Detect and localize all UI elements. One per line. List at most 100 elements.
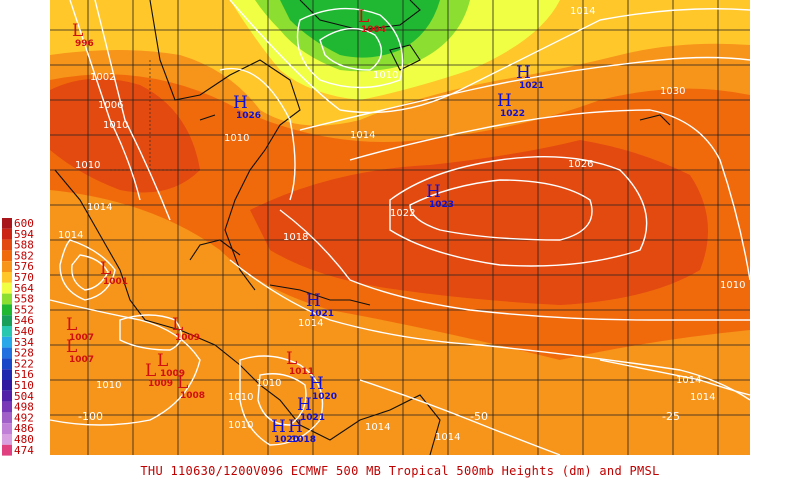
pressure-center-value: 1011: [289, 367, 314, 377]
pressure-center-value: 996: [75, 39, 94, 49]
pressure-center-value: 1009: [175, 333, 200, 343]
legend-label: 552: [14, 303, 34, 316]
pressure-centers: L996L1004H1026H1021H1022H1023L1001H1021L…: [66, 7, 544, 445]
borders: [110, 60, 200, 171]
legend-label: 546: [14, 314, 34, 327]
pressure-center-letter: L: [286, 349, 297, 369]
isobar-label: 1014: [58, 230, 83, 241]
legend-swatch: [2, 336, 12, 348]
isobar-labels: 1002 1006 1010 1010 1014 1014 1018 1014 …: [58, 6, 745, 443]
isobar-label: 1010: [75, 160, 100, 171]
legend-swatch: [2, 304, 12, 316]
legend-swatch: [2, 369, 12, 380]
legend-swatch: [2, 218, 12, 229]
pressure-center-letter: L: [72, 21, 83, 41]
legend-swatch: [2, 390, 12, 402]
legend-label: 588: [14, 239, 34, 252]
pressure-center-letter: H: [297, 395, 312, 415]
legend-label: 516: [14, 368, 34, 381]
legend-label: 504: [14, 390, 34, 403]
legend-label: 492: [14, 411, 34, 424]
height-field: [50, 0, 750, 455]
pressure-center-letter: L: [172, 315, 183, 335]
map-caption: THU 110630/1200V096 ECMWF 500 MB Tropica…: [140, 464, 660, 478]
isobar-label: 1014: [350, 130, 375, 141]
pressure-center-value: 1009: [160, 369, 185, 379]
legend-swatch: [2, 444, 12, 456]
pressure-center-value: 1008: [180, 391, 205, 401]
pressure-center-value: 1021: [300, 413, 325, 423]
legend-label: 480: [14, 433, 34, 446]
pressure-center-value: 1026: [236, 111, 261, 121]
legend-swatch: [2, 434, 12, 445]
color-legend: 6005945885825765705645585525465405345285…: [2, 217, 34, 457]
isobar-label: 1010: [373, 70, 398, 81]
pressure-center-letter: L: [157, 351, 168, 371]
isobar-label: 1014: [298, 318, 323, 329]
legend-swatch: [2, 326, 12, 337]
legend-label: 558: [14, 293, 34, 306]
longitude-labels: -100 -50 -25: [78, 410, 680, 423]
legend-label: 510: [14, 379, 34, 392]
pressure-center-value: 1018: [291, 435, 316, 445]
isobar-label: 1014: [435, 432, 460, 443]
pressure-center-letter: L: [66, 337, 77, 357]
legend-label: 594: [14, 228, 34, 241]
pressure-center-value: 1021: [309, 309, 334, 319]
isobar-label: 1014: [690, 392, 715, 403]
pressure-center-letter: H: [516, 63, 531, 83]
pressure-center-letter: L: [100, 259, 111, 279]
longitude-label: -50: [470, 410, 488, 423]
pressure-center-letter: L: [66, 315, 77, 335]
legend-label: 570: [14, 271, 34, 284]
pressure-center-letter: H: [497, 91, 512, 111]
pressure-center-letter: L: [177, 373, 188, 393]
legend-swatch: [2, 239, 12, 251]
pressure-center-value: 1001: [103, 277, 128, 287]
pressure-center-letter: H: [288, 417, 303, 437]
isobar-label: 1030: [660, 86, 685, 97]
legend-swatch: [2, 412, 12, 424]
isobar-label: 1010: [96, 380, 121, 391]
legend-swatch: [2, 282, 12, 294]
legend-label: 600: [14, 217, 34, 230]
isobar-label: 1010: [720, 280, 745, 291]
pressure-center-letter: L: [358, 7, 369, 27]
legend-label: 522: [14, 357, 34, 370]
legend-swatch: [2, 315, 12, 326]
legend-label: 576: [14, 260, 34, 273]
legend-label: 486: [14, 422, 34, 435]
coastlines: [54, 0, 671, 456]
legend-label: 582: [14, 249, 34, 262]
legend-swatch: [2, 293, 12, 305]
legend-swatch: [2, 401, 12, 413]
legend-swatch: [2, 261, 12, 272]
pressure-center-letter: H: [306, 291, 321, 311]
pressure-center-value: 1021: [519, 81, 544, 91]
isobars: [49, 0, 751, 456]
legend-label: 540: [14, 325, 34, 338]
legend-swatch: [2, 250, 12, 262]
legend-label: 498: [14, 401, 34, 414]
isobar-label: 1014: [87, 202, 112, 213]
isobar-label: 1010: [228, 392, 253, 403]
isobar-label: 1002: [90, 72, 115, 83]
isobar-label: 1014: [570, 6, 595, 17]
